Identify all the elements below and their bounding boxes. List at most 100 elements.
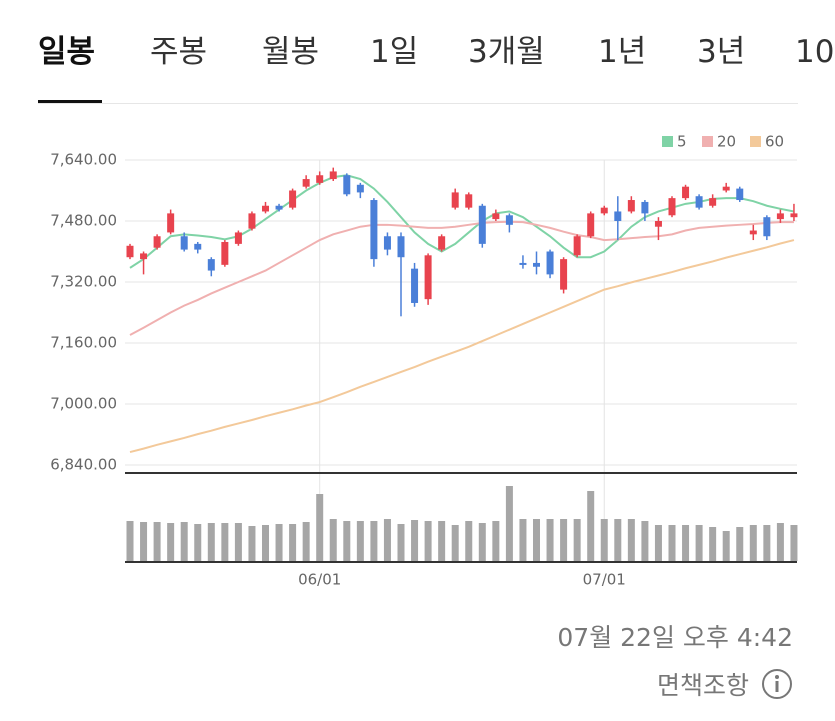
legend-swatch [702, 136, 713, 147]
volume-bar [329, 519, 337, 561]
disclaimer[interactable]: 면책조항 [656, 671, 749, 700]
candle-body [194, 243, 202, 250]
candle-body [316, 175, 324, 183]
volume-bar [627, 519, 635, 561]
candle-body [248, 213, 256, 229]
candle-body [397, 236, 405, 258]
candle-body [627, 200, 635, 212]
info-icon[interactable] [761, 668, 793, 700]
tab[interactable]: 주봉 [150, 34, 208, 70]
volume-bar [397, 524, 405, 561]
candle-body [763, 217, 771, 237]
volume-bar [424, 521, 432, 561]
ma-line [129, 220, 794, 336]
tab[interactable]: 일봉 [38, 34, 96, 70]
volume-bar [641, 521, 649, 561]
legend-swatch [662, 136, 673, 147]
volume-bar [519, 519, 527, 561]
candle-body [451, 192, 459, 208]
volume-bar [614, 519, 622, 561]
candle-body [749, 230, 757, 235]
volume-bar [289, 524, 297, 561]
tab-bar: 일봉 주봉 월봉 1일 3개월 1년 3년 10년 [0, 0, 835, 104]
tab[interactable]: 3개월 [468, 34, 545, 70]
candle-body [492, 213, 500, 220]
tab[interactable]: 1년 [598, 34, 647, 70]
volume-bar [411, 520, 419, 561]
candle-body [600, 207, 608, 214]
y-tick-label: 7,000.00 [50, 395, 117, 413]
candle-body [682, 186, 690, 199]
candle-body [465, 194, 473, 208]
legend-label: 5 [677, 133, 687, 151]
y-tick-label: 7,640.00 [50, 151, 117, 169]
volume-bar [465, 521, 473, 561]
volume-bar [722, 531, 730, 561]
volume-bar [262, 525, 269, 561]
candle-body [356, 184, 364, 193]
tab[interactable]: 1일 [370, 34, 419, 70]
volume-bar [776, 523, 784, 561]
candle-body [343, 175, 351, 195]
volume-bar [126, 521, 134, 561]
volume-bar [207, 523, 215, 561]
candle-body [221, 241, 229, 265]
volume-bar [383, 519, 391, 561]
volume-bar [140, 522, 148, 561]
volume-bar [533, 519, 540, 561]
candle-body [180, 236, 188, 250]
legend-label: 60 [765, 133, 784, 151]
candle-body [695, 196, 703, 208]
tab[interactable]: 월봉 [262, 34, 320, 70]
volume-bar [356, 521, 364, 561]
volume-bar [736, 527, 744, 561]
volume-bar [478, 523, 486, 561]
tab[interactable]: 3년 [697, 34, 746, 70]
candle-body [790, 213, 798, 218]
candle-body [126, 245, 134, 258]
disclaimer-row[interactable]: 면책조항 [657, 666, 793, 702]
volume-bar [221, 523, 229, 561]
candle-body [641, 201, 649, 214]
separator [38, 103, 798, 104]
volume-bar [180, 522, 188, 561]
candle-body [275, 205, 283, 210]
candle-body [776, 213, 784, 220]
candle-body [668, 198, 676, 216]
x-tick-label: 07/01 [583, 571, 626, 589]
y-tick-label: 7,320.00 [50, 273, 117, 291]
candle-body [519, 262, 527, 265]
chart: 7,640.00 7,480.00 7,320.00 7,160.00 7,000.00… [50, 133, 798, 589]
candle-body [587, 213, 595, 237]
candle-body [722, 186, 730, 191]
volume-bar [546, 519, 554, 561]
candle-body [153, 236, 161, 248]
candle-body [438, 236, 446, 250]
volume-bar [234, 523, 242, 561]
volume-bar [438, 521, 446, 561]
volume-bar [248, 526, 256, 561]
tab[interactable]: 10년 [795, 34, 835, 70]
volume-bar [790, 525, 798, 561]
volume-bar [682, 525, 690, 561]
candle-body [207, 259, 215, 271]
candle-body [478, 205, 486, 244]
volume-bar [560, 519, 568, 561]
volume-bar [600, 519, 608, 561]
y-tick-label: 7,160.00 [50, 334, 117, 352]
volume-bar [275, 524, 283, 561]
volume-bar [370, 521, 378, 561]
volume-bar [695, 525, 703, 561]
volume-bar [153, 522, 161, 561]
candle-body [140, 253, 148, 260]
candle-body [370, 200, 378, 260]
volume-bar [343, 521, 351, 561]
volume-bar [492, 521, 500, 561]
volume-bar [668, 525, 676, 561]
candle-body [573, 236, 581, 256]
y-tick-label: 7,480.00 [50, 212, 117, 230]
candle-body [167, 213, 175, 233]
candle-body [424, 255, 432, 300]
candle-body [654, 221, 662, 227]
